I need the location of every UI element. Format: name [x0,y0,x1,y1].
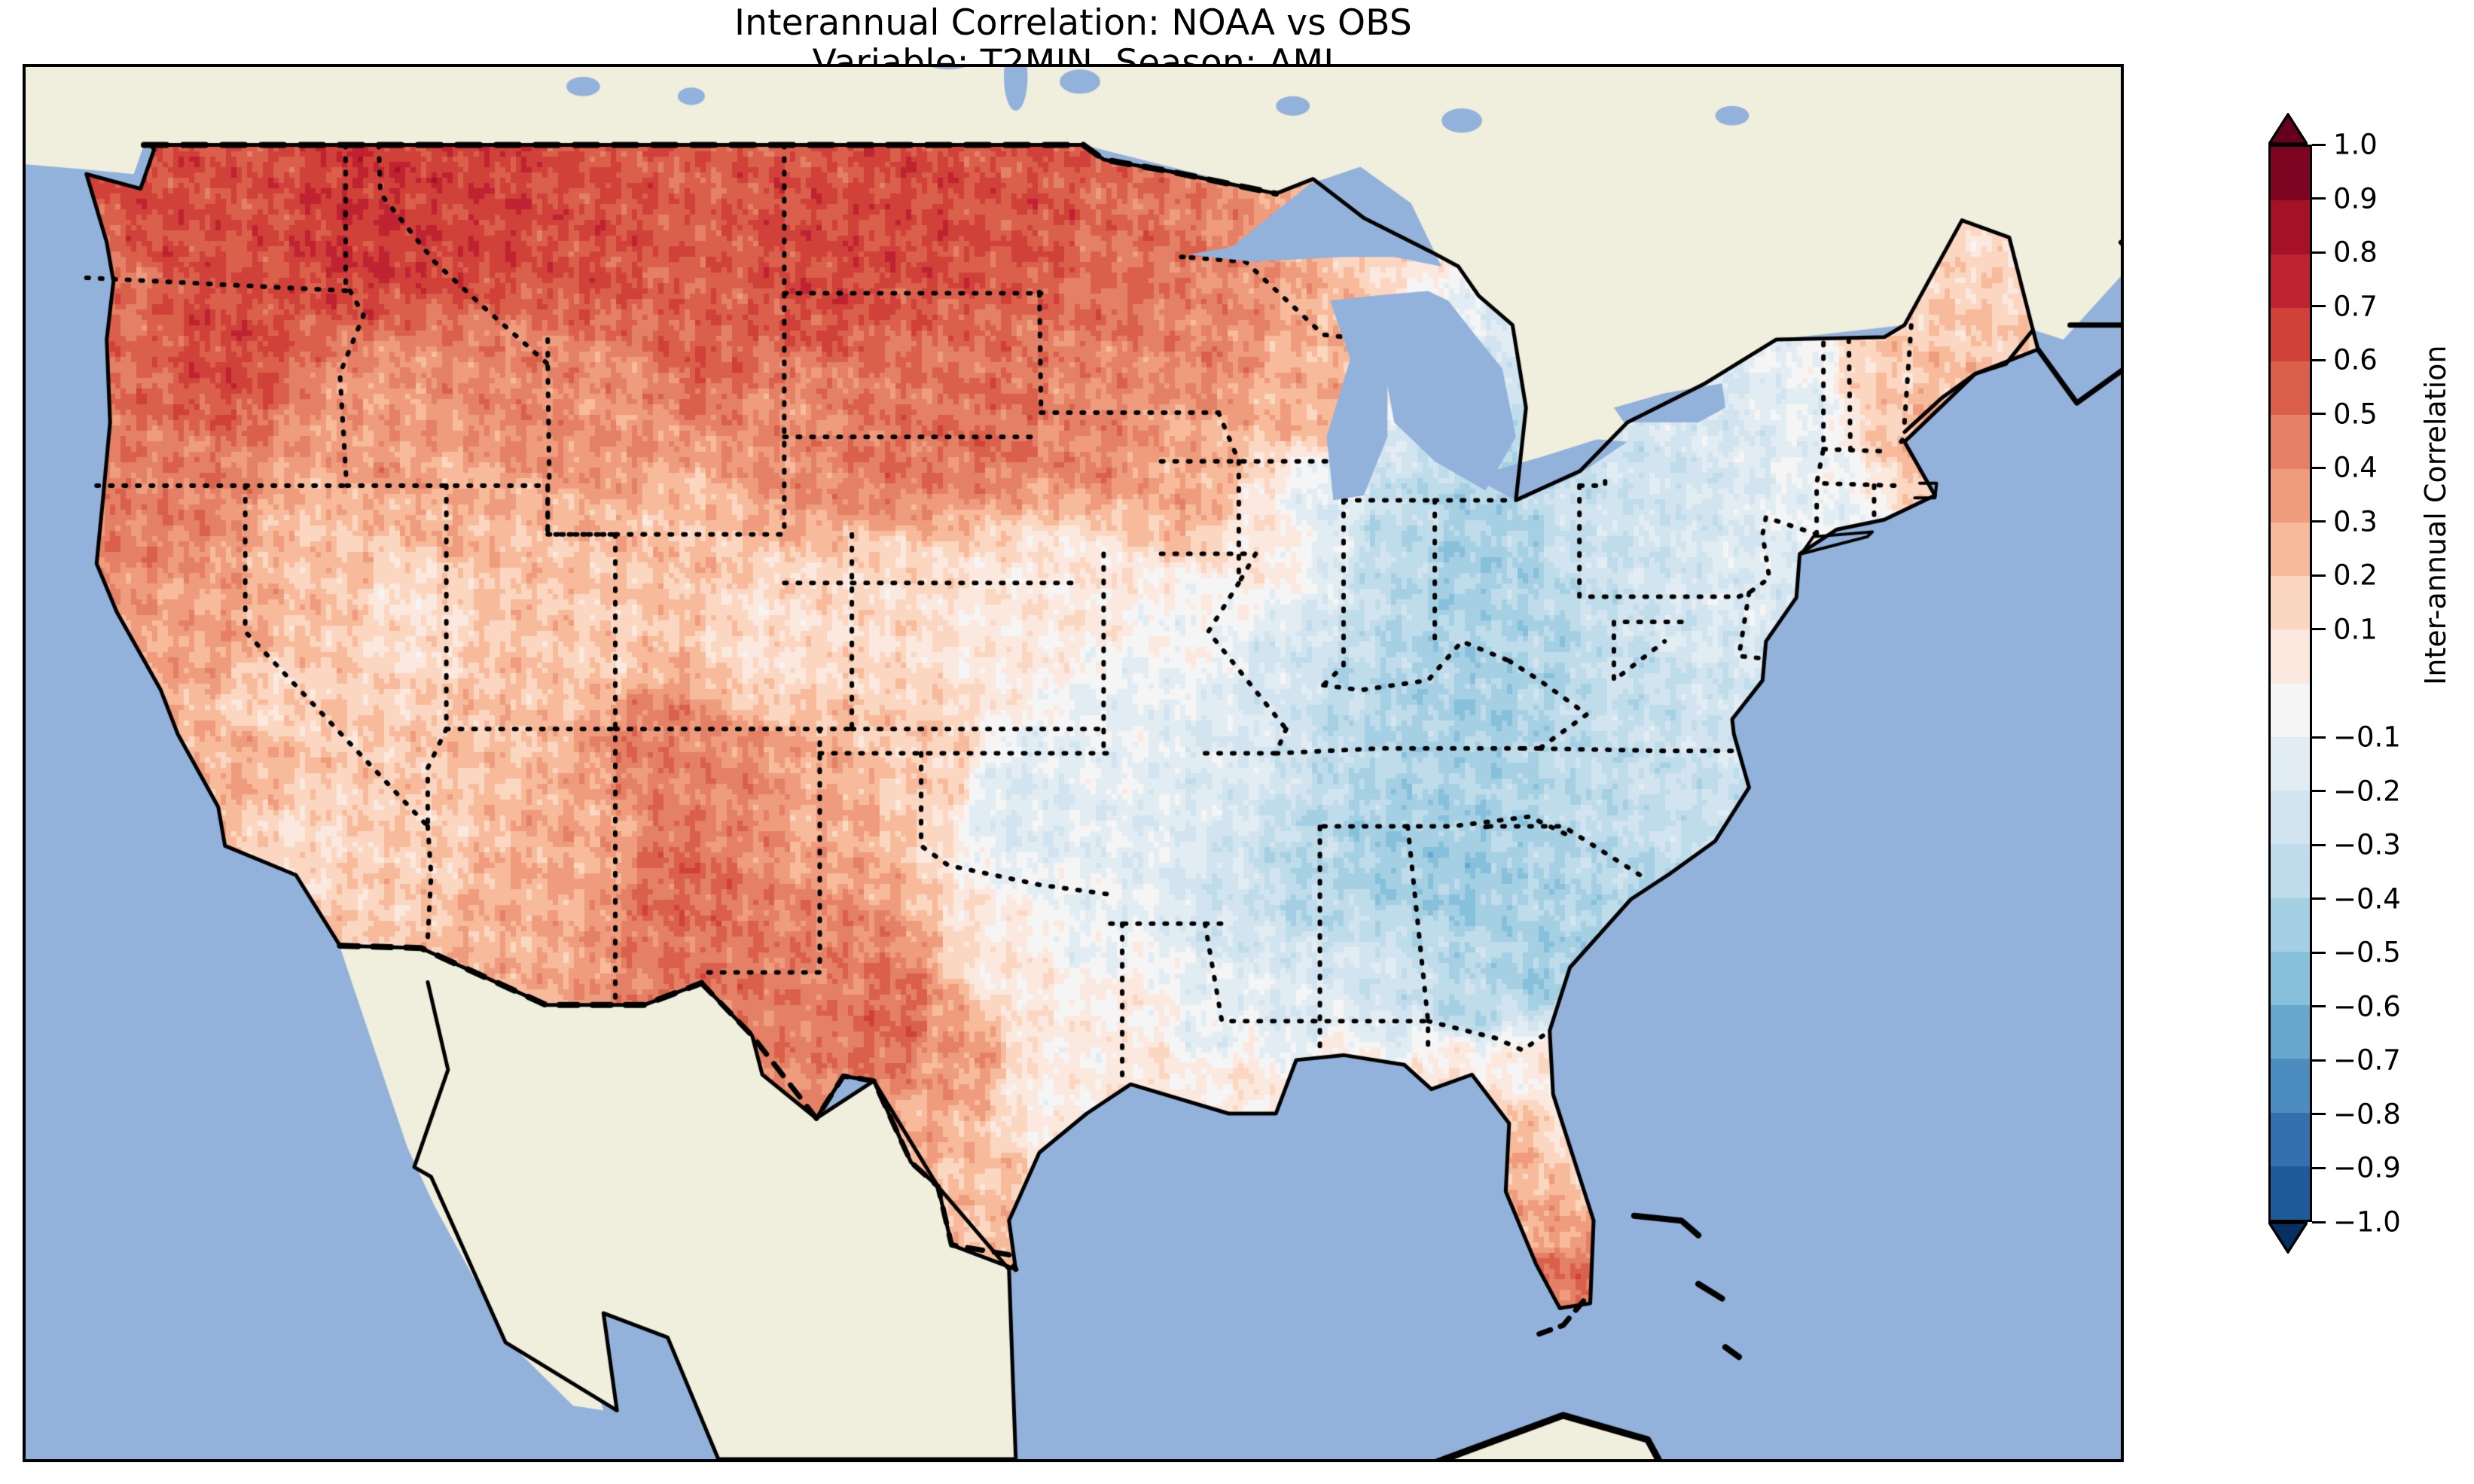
colorbar-tick-label: −0.7 [2333,1044,2401,1077]
colorbar-band-15 [2271,951,2310,1005]
colorbar-band-13 [2271,844,2310,898]
colorbar-tick-label: 0.5 [2333,398,2378,431]
colorbar-gradient [2268,145,2312,1222]
colorbar-band-12 [2271,791,2310,845]
colorbar-tick-label: 0.3 [2333,505,2378,538]
colorbar-tick-label: −0.2 [2333,775,2401,808]
colorbar-extend-down-arrow [2268,1222,2308,1254]
colorbar-tick-label: 0.1 [2333,613,2378,646]
colorbar-extend-up-arrow [2268,113,2308,145]
colorbar-tick-mark [2312,628,2326,631]
correlation-heatmap [26,67,2121,1459]
colorbar-band-11 [2271,736,2310,791]
colorbar-axis-label: Inter-annual Correlation [2419,345,2452,685]
colorbar-band-4 [2271,361,2310,416]
colorbar-band-1 [2271,200,2310,254]
colorbar-band-10 [2271,683,2310,737]
colorbar-tick-mark [2312,1005,2326,1008]
colorbar-tick-mark [2312,574,2326,577]
colorbar-tick-label: 0.6 [2333,343,2378,376]
colorbar-tick-label: −0.9 [2333,1151,2401,1184]
colorbar-band-2 [2271,254,2310,308]
colorbar-band-3 [2271,307,2310,361]
colorbar-band-16 [2271,1005,2310,1059]
map-axes [23,64,2124,1462]
colorbar-band-8 [2271,576,2310,630]
colorbar-tick-mark [2312,251,2326,254]
colorbar-tick-label: 0.2 [2333,559,2378,592]
colorbar-ticks: 1.0 0.9 0.8 0.7 0.6 0.5 0.4 0.3 0.2 0.1 −0.1 −0.2 −0… [2268,129,2401,1239]
colorbar-tick-label: −0.6 [2333,990,2401,1023]
colorbar-tick-mark [2312,951,2326,954]
colorbar-band-5 [2271,415,2310,469]
colorbar-tick-mark [2312,305,2326,308]
title-line-1: Interannual Correlation: NOAA vs OBS [734,2,1412,44]
colorbar-tick-label: −0.4 [2333,882,2401,916]
colorbar-band-0 [2271,147,2310,201]
colorbar-tick-label: 0.7 [2333,290,2378,323]
colorbar-tick-mark [2312,1220,2326,1223]
colorbar-tick-label: 0.9 [2333,182,2378,215]
colorbar-tick-mark [2312,466,2326,469]
colorbar-tick-mark [2312,1113,2326,1116]
colorbar-band-17 [2271,1059,2310,1113]
colorbar-band-19 [2271,1166,2310,1220]
colorbar-tick-mark [2312,736,2326,739]
colorbar-tick-mark [2312,520,2326,523]
colorbar-band-7 [2271,522,2310,576]
colorbar-tick-label: −0.5 [2333,936,2401,969]
colorbar-tick-mark [2312,897,2326,900]
colorbar-tick-label: −0.3 [2333,828,2401,861]
colorbar-band-9 [2271,629,2310,684]
colorbar-tick-mark [2312,413,2326,416]
colorbar-tick-mark [2312,790,2326,793]
colorbar-tick-label: 0.4 [2333,451,2378,484]
colorbar-tick-mark [2312,1166,2326,1169]
colorbar-tick-mark [2312,197,2326,200]
figure-title: Interannual Correlation: NOAA vs OBS Var… [0,3,2146,83]
colorbar-tick-label: −0.8 [2333,1098,2401,1131]
colorbar-tick-label: −0.1 [2333,721,2401,754]
colorbar-band-6 [2271,468,2310,523]
colorbar-tick-label: 0.8 [2333,236,2378,269]
colorbar-tick-label: −1.0 [2333,1205,2401,1239]
colorbar-band-14 [2271,897,2310,952]
colorbar-tick-mark [2312,358,2326,361]
colorbar-band-18 [2271,1112,2310,1166]
colorbar-tick-mark [2312,843,2326,846]
colorbar: 1.0 0.9 0.8 0.7 0.6 0.5 0.4 0.3 0.2 0.1 −0.1 −0.2 −0… [2268,113,2472,1423]
colorbar-tick-mark [2312,143,2326,146]
colorbar-tick-label: 1.0 [2333,128,2378,161]
colorbar-tick-mark [2312,1059,2326,1062]
